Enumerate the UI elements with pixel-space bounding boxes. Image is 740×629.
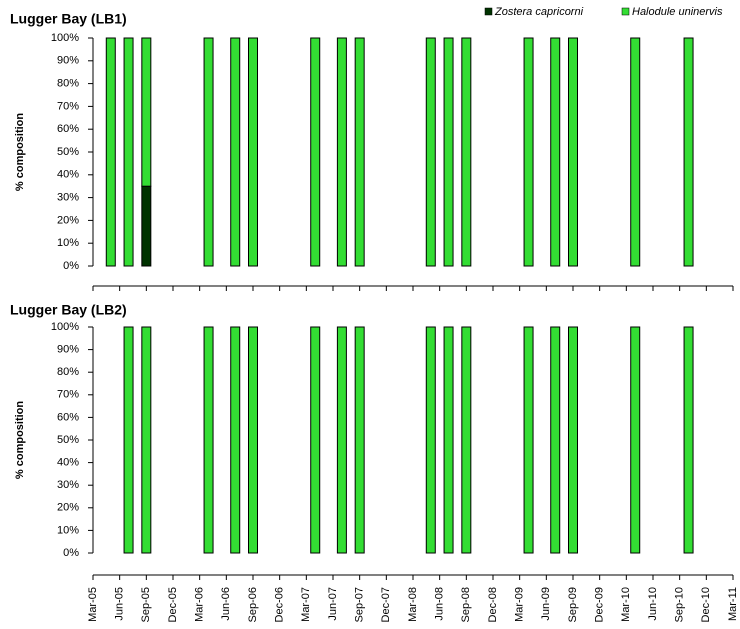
y-tick-label: 30% <box>57 479 79 491</box>
x-tick-label: Mar-07 <box>300 587 312 622</box>
y-tick-label: 50% <box>57 434 79 446</box>
chart-title: Lugger Bay (LB1) <box>10 11 127 27</box>
x-tick-label: Sep-09 <box>567 587 579 622</box>
x-tick-label: Sep-08 <box>460 587 472 622</box>
y-tick-label: 70% <box>57 100 79 112</box>
y-tick-label: 50% <box>57 146 79 158</box>
y-tick-label: 40% <box>57 169 79 181</box>
x-tick-label: Jun-08 <box>434 587 446 621</box>
x-tick-label: Sep-05 <box>140 587 152 622</box>
bar-segment <box>310 326 321 554</box>
bar-segment <box>425 37 436 267</box>
x-tick-label: Jun-10 <box>647 587 659 621</box>
x-tick-label: Mar-11 <box>727 587 739 621</box>
bar-segment <box>248 37 258 267</box>
y-tick-label: 20% <box>57 502 79 514</box>
y-tick-label: 100% <box>51 321 79 333</box>
x-tick-label: Mar-08 <box>407 587 419 622</box>
bar-segment <box>336 326 347 554</box>
legend-swatch <box>621 7 630 16</box>
bar-segment <box>523 326 534 554</box>
x-tick-label: Sep-10 <box>674 587 686 622</box>
y-axis-title: % composition <box>14 401 26 480</box>
bar-segment <box>336 37 347 267</box>
legend-label: Halodule uninervis <box>632 6 723 18</box>
y-tick-label: 10% <box>57 237 79 249</box>
x-tick-label: Dec-05 <box>167 587 179 622</box>
x-tick-label: Dec-10 <box>700 587 712 622</box>
x-tick-label: Sep-06 <box>247 587 259 622</box>
x-tick-label: Mar-05 <box>87 587 99 622</box>
bar-segment <box>141 185 152 267</box>
y-tick-label: 30% <box>57 192 79 204</box>
bar-segment <box>203 37 214 267</box>
bar-segment <box>141 326 152 554</box>
y-tick-label: 10% <box>57 524 79 536</box>
bar-segment <box>630 326 641 554</box>
bar-segment <box>248 326 258 554</box>
bar-segment <box>550 37 561 267</box>
x-tick-label: Dec-09 <box>594 587 606 622</box>
x-tick-label: Jun-06 <box>220 587 232 621</box>
bar-segment <box>550 326 561 554</box>
chart-title: Lugger Bay (LB2) <box>10 302 127 318</box>
x-tick-label: Dec-07 <box>380 587 392 622</box>
x-tick-label: Dec-08 <box>487 587 499 622</box>
bar-segment <box>203 326 214 554</box>
legend-label: Zostera capricorni <box>494 6 584 18</box>
bar-segment <box>568 326 578 554</box>
y-tick-label: 0% <box>63 260 79 272</box>
y-tick-label: 100% <box>51 32 79 44</box>
y-tick-label: 40% <box>57 457 79 469</box>
bar-segment <box>230 326 241 554</box>
x-tick-label: Mar-09 <box>514 587 526 622</box>
bar-segment <box>443 326 454 554</box>
bar-segment <box>123 37 134 267</box>
bar-segment <box>123 326 134 554</box>
x-tick-label: Jun-09 <box>540 587 552 621</box>
y-axis-title: % composition <box>14 113 26 192</box>
x-tick-label: Jun-07 <box>327 587 339 621</box>
bar-segment <box>425 326 436 554</box>
legend-swatch <box>484 7 493 16</box>
y-tick-label: 70% <box>57 389 79 401</box>
bar-segment <box>630 37 641 267</box>
x-tick-label: Dec-06 <box>274 587 286 622</box>
bar-segment <box>683 37 694 267</box>
bar-segment <box>683 326 694 554</box>
y-tick-label: 60% <box>57 411 79 423</box>
bar-segment <box>443 37 454 267</box>
y-tick-label: 60% <box>57 123 79 135</box>
bar-segment <box>523 37 534 267</box>
bar-segment <box>230 37 241 267</box>
y-tick-label: 90% <box>57 55 79 67</box>
y-tick-label: 90% <box>57 344 79 356</box>
bar-segment <box>461 37 472 267</box>
bar-segment <box>354 37 365 267</box>
x-tick-label: Mar-10 <box>620 587 632 622</box>
x-tick-label: Sep-07 <box>354 587 366 622</box>
y-tick-label: 0% <box>63 547 79 559</box>
y-tick-label: 80% <box>57 78 79 90</box>
x-tick-label: Mar-06 <box>194 587 206 622</box>
y-tick-label: 80% <box>57 366 79 378</box>
bar-segment <box>461 326 472 554</box>
y-tick-label: 20% <box>57 214 79 226</box>
bar-segment <box>310 37 321 267</box>
bar-segment <box>141 37 152 187</box>
bar-segment <box>568 37 578 267</box>
bar-segment <box>354 326 365 554</box>
x-tick-label: Jun-05 <box>114 587 126 621</box>
bar-segment <box>105 37 116 267</box>
